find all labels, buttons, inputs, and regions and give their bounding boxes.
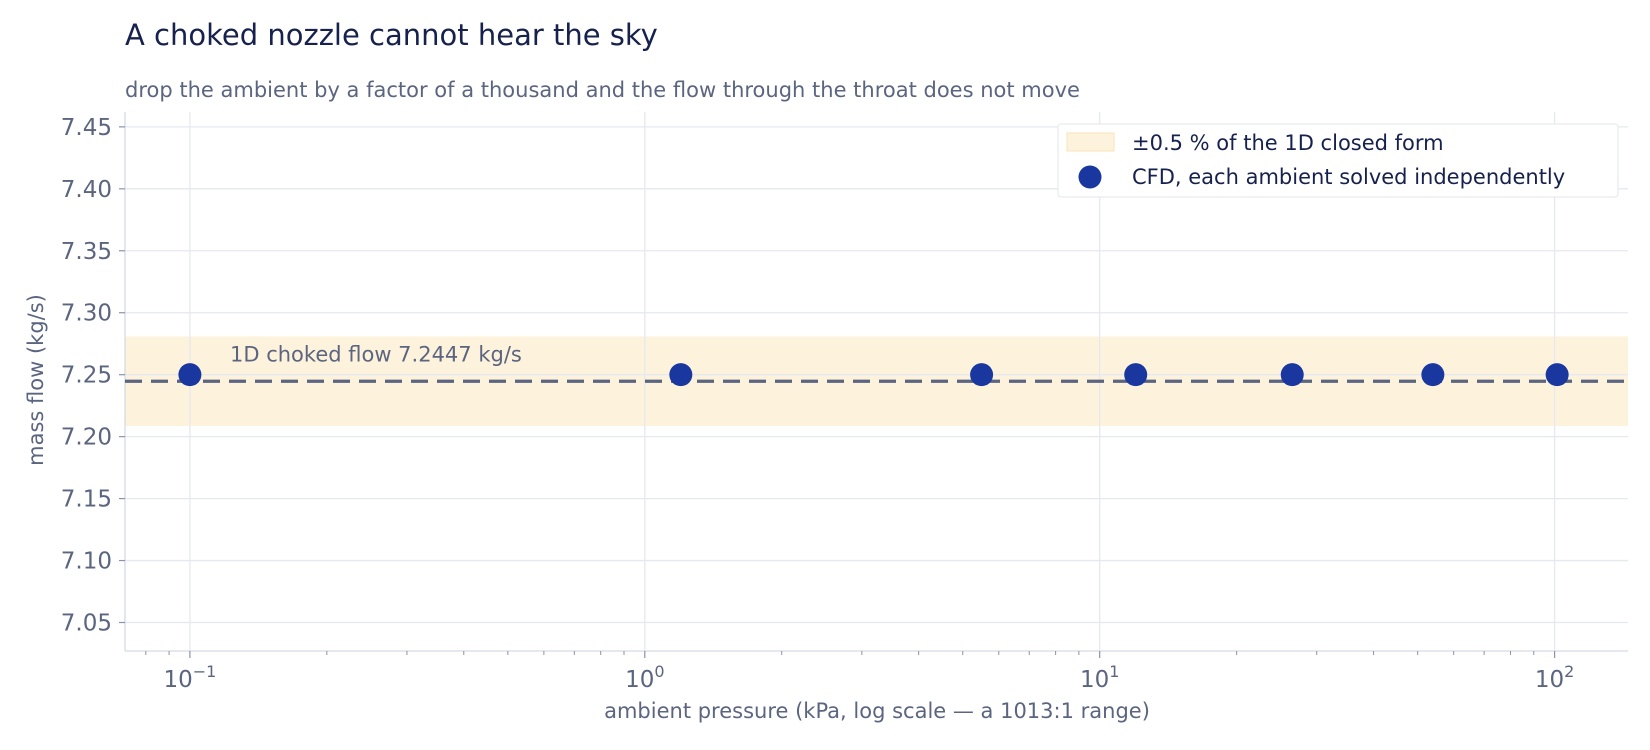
- data-point: [178, 363, 202, 387]
- y-tick-label: 7.35: [61, 239, 112, 265]
- y-tick-label: 7.45: [61, 115, 112, 141]
- data-point: [669, 363, 693, 387]
- data-point: [970, 363, 994, 387]
- y-axis-label: mass flow (kg/s): [24, 294, 48, 466]
- data-point: [1124, 363, 1148, 387]
- x-tick-label: 100: [625, 662, 664, 693]
- data-point: [1421, 363, 1445, 387]
- x-tick-label: 101: [1080, 662, 1119, 693]
- data-point: [1280, 363, 1304, 387]
- x-tick-label: 102: [1535, 662, 1574, 693]
- legend: ±0.5 % of the 1D closed form CFD, each a…: [1057, 123, 1619, 198]
- legend-box: [1057, 123, 1619, 198]
- y-tick-label: 7.40: [61, 177, 112, 203]
- chart-title: A choked nozzle cannot hear the sky: [125, 18, 658, 52]
- y-tick-label: 7.30: [61, 301, 112, 327]
- legend-series-label: CFD, each ambient solved independently: [1132, 165, 1565, 189]
- legend-band-swatch: [1066, 132, 1115, 152]
- x-axis-label: ambient pressure (kPa, log scale — a 101…: [604, 699, 1150, 723]
- y-tick-label: 7.05: [61, 611, 112, 637]
- chart-subtitle: drop the ambient by a factor of a thousa…: [125, 78, 1080, 102]
- legend-band-label: ±0.5 % of the 1D closed form: [1132, 131, 1444, 155]
- y-tick-label: 7.25: [61, 363, 112, 389]
- y-tick-label: 7.10: [61, 549, 112, 575]
- reference-line-label: 1D choked flow 7.2447 kg/s: [230, 342, 522, 366]
- y-tick-label: 7.15: [61, 487, 112, 513]
- x-tick-label: 10−1: [163, 662, 216, 693]
- data-point: [1545, 363, 1569, 387]
- legend-point-swatch: [1078, 165, 1102, 189]
- y-tick-label: 7.20: [61, 425, 112, 451]
